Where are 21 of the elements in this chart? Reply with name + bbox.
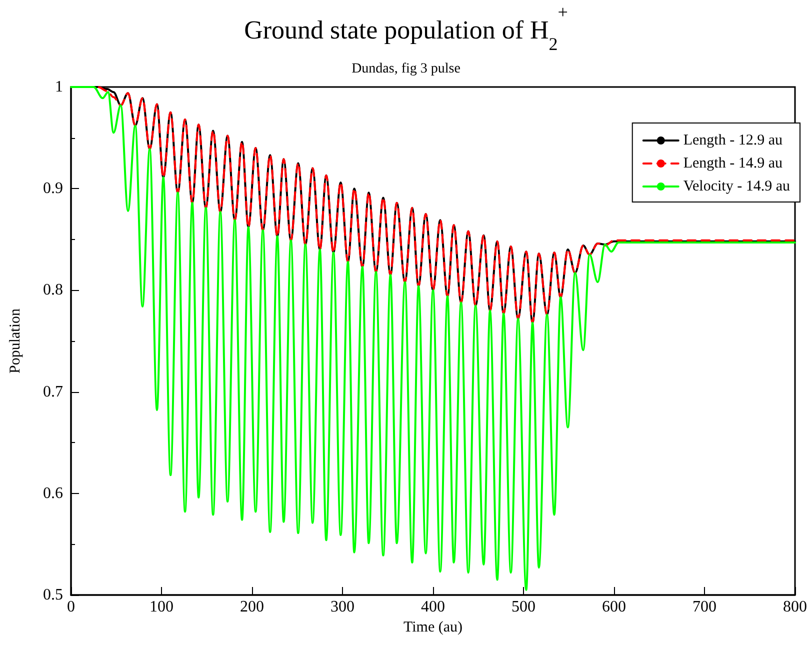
x-tick-label: 800 [783, 598, 807, 616]
legend-label: Length - 12.9 au [683, 132, 783, 148]
y-tick-label: 0.5 [43, 586, 63, 604]
y-tick-label: 0.9 [43, 180, 63, 198]
x-tick-label: 500 [512, 598, 536, 616]
x-tick-label: 600 [602, 598, 626, 616]
y-axis-title: Population [8, 308, 24, 374]
x-axis-title: Time (au) [403, 619, 463, 636]
chart-subtitle: Dundas, fig 3 pulse [352, 62, 460, 76]
y-tick-label: 0.6 [43, 484, 63, 502]
legend-label: Length - 14.9 au [683, 156, 783, 172]
y-tick-label: 0.8 [43, 282, 63, 299]
x-tick-label: 0 [67, 598, 75, 616]
x-tick-label: 200 [240, 598, 264, 616]
legend-label: Velocity - 14.9 au [683, 178, 790, 194]
x-tick-label: 400 [421, 598, 445, 616]
x-tick-label: 700 [692, 598, 716, 616]
x-tick-label: 100 [150, 598, 174, 616]
y-tick-label: 0.7 [43, 383, 63, 400]
y-tick-label: 1 [55, 78, 63, 96]
x-tick-label: 300 [330, 598, 354, 616]
